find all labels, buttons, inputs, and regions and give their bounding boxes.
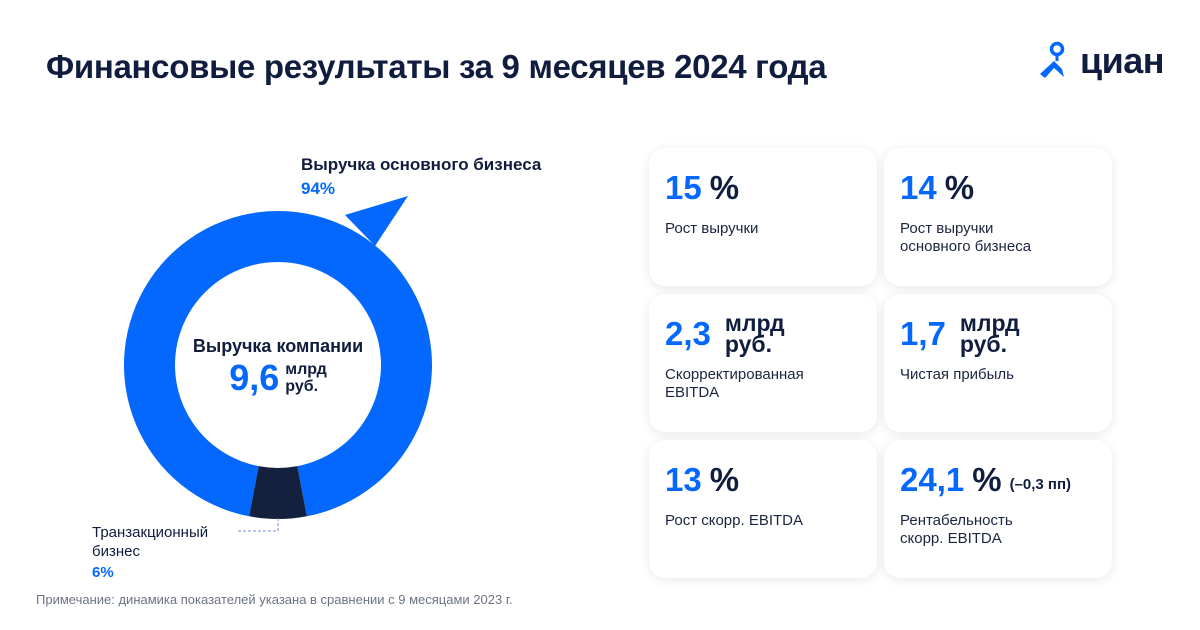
metric-value: 1,7	[900, 315, 946, 352]
metric-description: Рост выручки	[665, 220, 759, 237]
location-pin-icon	[1040, 41, 1065, 78]
metric-value: 13	[665, 461, 702, 498]
slice-percent: 94%	[301, 179, 336, 198]
donut-center: Выручка компании 9,6 млрд руб.	[178, 336, 378, 399]
metric-unit: %	[944, 169, 975, 206]
metric-unit: %	[709, 169, 740, 206]
donut-slice-0	[124, 211, 433, 517]
metric-card: 1,7 млрд руб. Чистая прибыль	[884, 294, 1112, 432]
metric-value: 14	[900, 169, 937, 206]
page-title: Финансовые результаты за 9 месяцев 2024 …	[46, 48, 827, 85]
slice-percent: 6%	[92, 564, 114, 581]
metric-card: 24,1% (–0,3 пп) Рентабельность скорр. EBITD…	[884, 440, 1112, 578]
core-business-label: Выручка основного бизнеса 94%	[301, 155, 541, 199]
total-unit-2: руб.	[285, 378, 319, 395]
metric-unit: млрд руб.	[959, 310, 1020, 357]
slice-label-1: Транзакционный	[92, 524, 209, 541]
footnote: Примечание: динамика показателей указана…	[36, 592, 513, 607]
metric-value: 2,3	[665, 315, 711, 352]
metric-value: 15	[665, 169, 702, 206]
transaction-business-label: Транзакционный бизнес 6%	[92, 523, 208, 582]
metric-card: 14% Рост выручки основного бизнеса	[884, 148, 1112, 286]
logo-text: циан	[1080, 40, 1165, 81]
metric-card: 15% Рост выручки	[649, 148, 877, 286]
metric-description: Чистая прибыль	[900, 366, 1014, 383]
total-unit-1: млрд	[285, 361, 327, 378]
metric-unit: %	[709, 461, 740, 498]
metric-card: 13% Рост скорр. EBITDA	[649, 440, 877, 578]
metric-description: Рентабельность скорр. EBITDA	[900, 512, 1013, 547]
metric-unit: млрд руб.	[724, 310, 785, 357]
metric-description: Рост выручки основного бизнеса	[900, 220, 1032, 255]
metric-value: 24,1	[900, 461, 965, 498]
callout-tail	[345, 196, 408, 246]
leader-line	[238, 518, 279, 532]
slice-label: Выручка основного бизнеса	[301, 155, 542, 174]
metric-description: Скорректированная EBITDA	[665, 366, 804, 401]
total-value: 9,6	[229, 357, 280, 398]
metric-unit: %	[972, 461, 1002, 498]
donut-slice-1	[249, 466, 307, 519]
metric-change: (–0,3 пп)	[1009, 475, 1072, 493]
metric-card: 2,3 млрд руб. Скорректированная EBITDA	[649, 294, 877, 432]
revenue-donut-chart	[124, 196, 433, 532]
donut-title: Выручка компании	[192, 336, 364, 356]
metric-description: Рост скорр. EBITDA	[665, 512, 803, 529]
slice-label-2: бизнес	[92, 543, 140, 560]
cian-logo: циан	[1038, 40, 1165, 82]
